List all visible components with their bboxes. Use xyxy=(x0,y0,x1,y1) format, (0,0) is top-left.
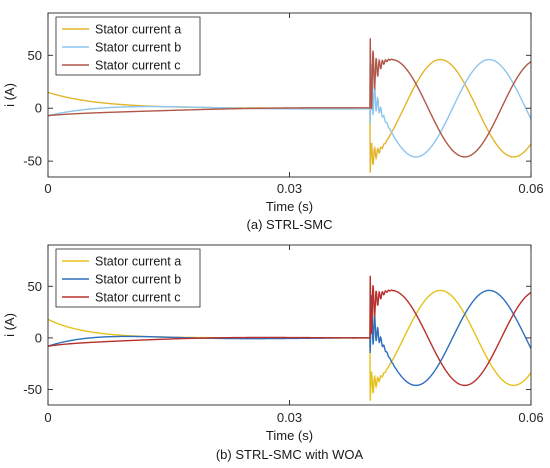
x-tick-label: 0 xyxy=(44,410,51,425)
y-axis-label: i (A) xyxy=(2,313,17,337)
legend-label-c: Stator current c xyxy=(95,59,180,73)
legend-label-c: Stator current c xyxy=(95,291,180,305)
y-tick-label: -50 xyxy=(23,154,42,169)
y-tick-label: 0 xyxy=(35,330,42,345)
x-axis-label: Time (s) xyxy=(266,199,313,214)
x-axis-label: Time (s) xyxy=(266,428,313,443)
legend-label-a: Stator current a xyxy=(95,255,181,269)
x-tick-label: 0.06 xyxy=(518,410,543,425)
x-tick-label: 0 xyxy=(44,181,51,196)
legend-label-a: Stator current a xyxy=(95,23,181,37)
legend-label-b: Stator current b xyxy=(95,273,181,287)
series-line-b xyxy=(48,58,531,158)
y-tick-label: -50 xyxy=(23,382,42,397)
series-line-b xyxy=(48,289,531,387)
y-tick-label: 50 xyxy=(28,48,42,63)
series-line-c xyxy=(48,38,531,158)
y-axis-label: i (A) xyxy=(2,83,17,107)
x-tick-label: 0.03 xyxy=(277,410,302,425)
x-tick-label: 0.06 xyxy=(518,181,543,196)
panel-caption: (a) STRL-SMC xyxy=(247,217,333,232)
series-line-c xyxy=(48,275,531,387)
y-tick-label: 0 xyxy=(35,101,42,116)
legend: Stator current a Stator current b Stator c… xyxy=(55,248,201,308)
x-tick-label: 0.03 xyxy=(277,181,302,196)
panel-caption: (b) STRL-SMC with WOA xyxy=(216,447,364,462)
y-tick-label: 50 xyxy=(28,279,42,294)
legend-label-b: Stator current b xyxy=(95,41,181,55)
legend: Stator current a Stator current b Stator c… xyxy=(55,16,201,76)
